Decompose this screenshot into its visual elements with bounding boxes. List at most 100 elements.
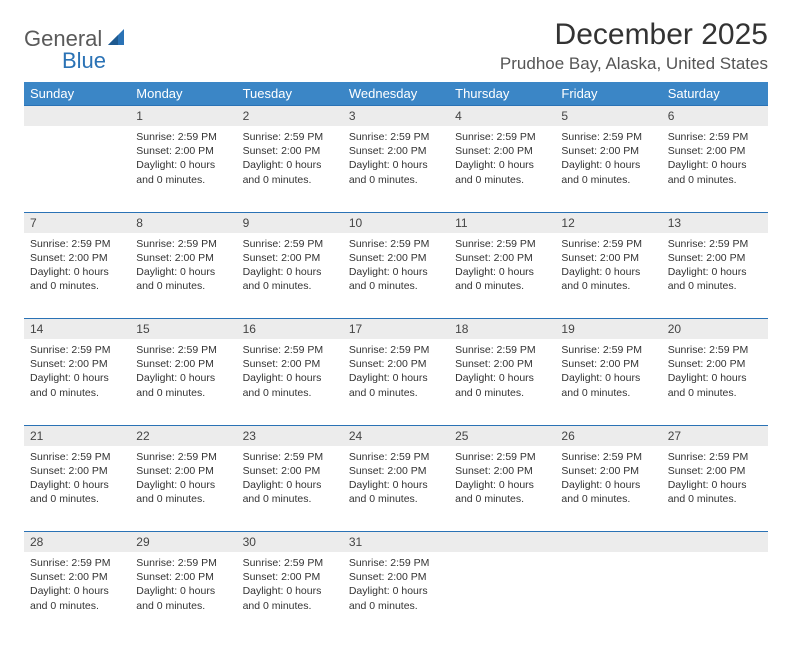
day-cell: Sunrise: 2:59 PMSunset: 2:00 PMDaylight:… (237, 552, 343, 638)
daylight-line: Daylight: 0 hours (30, 478, 124, 492)
sunset-line: Sunset: 2:00 PM (349, 570, 443, 584)
daylight-line: and 0 minutes. (136, 492, 230, 506)
sunset-line: Sunset: 2:00 PM (561, 464, 655, 478)
sunset-line: Sunset: 2:00 PM (243, 144, 337, 158)
day-cell: Sunrise: 2:59 PMSunset: 2:00 PMDaylight:… (449, 233, 555, 319)
day-cell-body: Sunrise: 2:59 PMSunset: 2:00 PMDaylight:… (555, 126, 661, 195)
day-cell-body: Sunrise: 2:59 PMSunset: 2:00 PMDaylight:… (130, 446, 236, 515)
daynum-cell: 29 (130, 532, 236, 553)
sunset-line: Sunset: 2:00 PM (349, 144, 443, 158)
day-cell: Sunrise: 2:59 PMSunset: 2:00 PMDaylight:… (130, 339, 236, 425)
day-cell-body: Sunrise: 2:59 PMSunset: 2:00 PMDaylight:… (555, 233, 661, 302)
daylight-line: Daylight: 0 hours (30, 584, 124, 598)
day-cell: Sunrise: 2:59 PMSunset: 2:00 PMDaylight:… (449, 339, 555, 425)
daylight-line: and 0 minutes. (30, 386, 124, 400)
sunset-line: Sunset: 2:00 PM (243, 464, 337, 478)
day-cell-body: Sunrise: 2:59 PMSunset: 2:00 PMDaylight:… (343, 339, 449, 408)
location-subtitle: Prudhoe Bay, Alaska, United States (500, 54, 768, 74)
daylight-line: Daylight: 0 hours (136, 584, 230, 598)
week-body-row: Sunrise: 2:59 PMSunset: 2:00 PMDaylight:… (24, 339, 768, 425)
day-cell-body: Sunrise: 2:59 PMSunset: 2:00 PMDaylight:… (24, 233, 130, 302)
sunset-line: Sunset: 2:00 PM (136, 144, 230, 158)
daynum-cell: 4 (449, 106, 555, 127)
daylight-line: and 0 minutes. (668, 173, 762, 187)
day-cell-empty (555, 552, 661, 638)
sunrise-line: Sunrise: 2:59 PM (349, 237, 443, 251)
daylight-line: and 0 minutes. (136, 279, 230, 293)
day-cell-body: Sunrise: 2:59 PMSunset: 2:00 PMDaylight:… (343, 552, 449, 621)
day-cell-body: Sunrise: 2:59 PMSunset: 2:00 PMDaylight:… (130, 339, 236, 408)
sunrise-line: Sunrise: 2:59 PM (136, 130, 230, 144)
day-cell-body: Sunrise: 2:59 PMSunset: 2:00 PMDaylight:… (130, 126, 236, 195)
day-cell: Sunrise: 2:59 PMSunset: 2:00 PMDaylight:… (24, 552, 130, 638)
daylight-line: Daylight: 0 hours (136, 478, 230, 492)
day-cell-body: Sunrise: 2:59 PMSunset: 2:00 PMDaylight:… (662, 446, 768, 515)
daylight-line: and 0 minutes. (136, 173, 230, 187)
daylight-line: and 0 minutes. (243, 492, 337, 506)
daylight-line: and 0 minutes. (455, 173, 549, 187)
daylight-line: Daylight: 0 hours (455, 371, 549, 385)
daylight-line: and 0 minutes. (349, 279, 443, 293)
daylight-line: and 0 minutes. (561, 492, 655, 506)
calendar-body: 123456Sunrise: 2:59 PMSunset: 2:00 PMDay… (24, 106, 768, 639)
daynum-cell: 25 (449, 425, 555, 446)
daylight-line: and 0 minutes. (243, 599, 337, 613)
sunrise-line: Sunrise: 2:59 PM (668, 450, 762, 464)
day-header: Saturday (662, 82, 768, 106)
daylight-line: Daylight: 0 hours (30, 265, 124, 279)
daynum-cell: 7 (24, 212, 130, 233)
sunrise-line: Sunrise: 2:59 PM (243, 450, 337, 464)
day-header-row: SundayMondayTuesdayWednesdayThursdayFrid… (24, 82, 768, 106)
day-cell: Sunrise: 2:59 PMSunset: 2:00 PMDaylight:… (237, 233, 343, 319)
calendar-page: General Blue December 2025 Prudhoe Bay, … (0, 0, 792, 656)
day-cell-body: Sunrise: 2:59 PMSunset: 2:00 PMDaylight:… (24, 339, 130, 408)
daynum-cell: 9 (237, 212, 343, 233)
week-body-row: Sunrise: 2:59 PMSunset: 2:00 PMDaylight:… (24, 446, 768, 532)
day-cell-body: Sunrise: 2:59 PMSunset: 2:00 PMDaylight:… (662, 233, 768, 302)
daylight-line: and 0 minutes. (455, 492, 549, 506)
day-cell: Sunrise: 2:59 PMSunset: 2:00 PMDaylight:… (662, 233, 768, 319)
sunset-line: Sunset: 2:00 PM (243, 251, 337, 265)
day-cell: Sunrise: 2:59 PMSunset: 2:00 PMDaylight:… (555, 233, 661, 319)
day-cell-body: Sunrise: 2:59 PMSunset: 2:00 PMDaylight:… (24, 446, 130, 515)
day-cell-body: Sunrise: 2:59 PMSunset: 2:00 PMDaylight:… (449, 126, 555, 195)
day-cell: Sunrise: 2:59 PMSunset: 2:00 PMDaylight:… (130, 446, 236, 532)
day-cell-body: Sunrise: 2:59 PMSunset: 2:00 PMDaylight:… (130, 552, 236, 621)
day-cell-body: Sunrise: 2:59 PMSunset: 2:00 PMDaylight:… (237, 126, 343, 195)
daynum-cell: 14 (24, 319, 130, 340)
sunset-line: Sunset: 2:00 PM (668, 357, 762, 371)
day-cell: Sunrise: 2:59 PMSunset: 2:00 PMDaylight:… (662, 446, 768, 532)
brand-logo: General Blue (24, 26, 134, 74)
daylight-line: and 0 minutes. (136, 386, 230, 400)
day-cell-body: Sunrise: 2:59 PMSunset: 2:00 PMDaylight:… (343, 446, 449, 515)
daynum-cell: 30 (237, 532, 343, 553)
day-header: Thursday (449, 82, 555, 106)
daylight-line: Daylight: 0 hours (668, 158, 762, 172)
week-daynum-row: 123456 (24, 106, 768, 127)
daylight-line: and 0 minutes. (30, 492, 124, 506)
day-cell-body: Sunrise: 2:59 PMSunset: 2:00 PMDaylight:… (449, 339, 555, 408)
week-daynum-row: 28293031 (24, 532, 768, 553)
day-header: Sunday (24, 82, 130, 106)
daylight-line: Daylight: 0 hours (349, 371, 443, 385)
sunrise-line: Sunrise: 2:59 PM (136, 450, 230, 464)
sunrise-line: Sunrise: 2:59 PM (30, 556, 124, 570)
day-cell: Sunrise: 2:59 PMSunset: 2:00 PMDaylight:… (449, 126, 555, 212)
daylight-line: and 0 minutes. (349, 173, 443, 187)
day-cell: Sunrise: 2:59 PMSunset: 2:00 PMDaylight:… (130, 233, 236, 319)
day-cell: Sunrise: 2:59 PMSunset: 2:00 PMDaylight:… (24, 446, 130, 532)
day-cell: Sunrise: 2:59 PMSunset: 2:00 PMDaylight:… (343, 552, 449, 638)
daynum-cell: 8 (130, 212, 236, 233)
day-cell: Sunrise: 2:59 PMSunset: 2:00 PMDaylight:… (662, 339, 768, 425)
daylight-line: Daylight: 0 hours (349, 158, 443, 172)
sunset-line: Sunset: 2:00 PM (668, 464, 762, 478)
week-body-row: Sunrise: 2:59 PMSunset: 2:00 PMDaylight:… (24, 126, 768, 212)
day-cell: Sunrise: 2:59 PMSunset: 2:00 PMDaylight:… (343, 446, 449, 532)
daynum-cell: 26 (555, 425, 661, 446)
day-cell-body: Sunrise: 2:59 PMSunset: 2:00 PMDaylight:… (24, 552, 130, 621)
sunrise-line: Sunrise: 2:59 PM (243, 130, 337, 144)
sunset-line: Sunset: 2:00 PM (349, 357, 443, 371)
day-header: Wednesday (343, 82, 449, 106)
daynum-cell: 24 (343, 425, 449, 446)
sunrise-line: Sunrise: 2:59 PM (243, 237, 337, 251)
